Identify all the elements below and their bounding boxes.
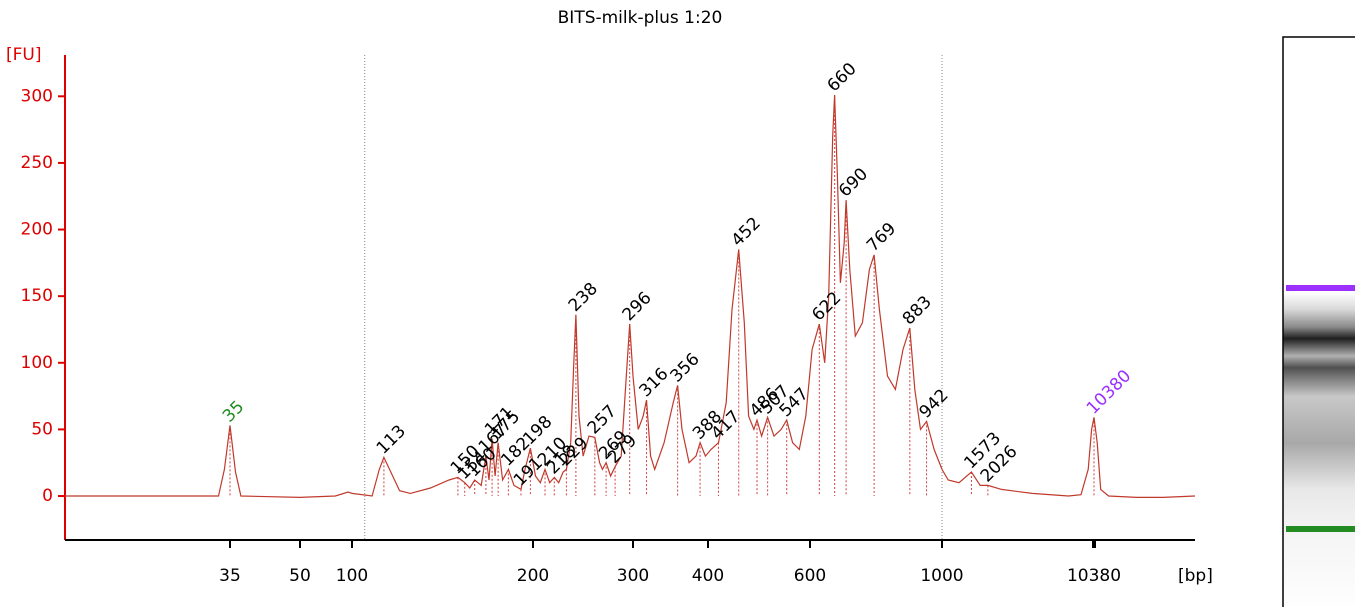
- x-tick-label: 10380: [1067, 566, 1121, 586]
- x-tick-label: 1000: [920, 566, 963, 586]
- y-tick-label: 150: [21, 286, 53, 306]
- peak-label: 296: [619, 288, 656, 325]
- peak-label: 622: [808, 288, 845, 325]
- y-tick-label: 50: [31, 419, 53, 439]
- peak-label: 316: [635, 364, 672, 401]
- gel-lane: [1282, 36, 1355, 611]
- gel-frame: [1282, 36, 1355, 611]
- y-tick-label: 250: [21, 153, 53, 173]
- peak-label: 883: [899, 292, 936, 329]
- peak-label: 113: [373, 421, 410, 458]
- x-tick-label: 50: [289, 566, 311, 586]
- x-tick-label: 100: [336, 566, 368, 586]
- y-tick-label: 300: [21, 86, 53, 106]
- trace-line: [65, 94, 1196, 499]
- peak-label: 10380: [1083, 366, 1135, 418]
- peak-label: 35: [219, 397, 248, 426]
- x-tick-label: 200: [517, 566, 549, 586]
- chart-title: BITS-milk-plus 1:20: [558, 8, 723, 28]
- upper-marker-band: [1286, 285, 1355, 291]
- peak-label: 769: [863, 219, 900, 256]
- lower-marker-band: [1286, 526, 1355, 532]
- peak-label: 690: [835, 164, 872, 201]
- peak-label: 942: [915, 385, 952, 422]
- x-tick-label: 35: [219, 566, 241, 586]
- y-tick-label: 100: [21, 353, 53, 373]
- x-tick-label: 600: [794, 566, 826, 586]
- x-tick-label: 300: [617, 566, 649, 586]
- x-tick-label: 400: [692, 566, 724, 586]
- peak-label: 660: [824, 59, 861, 96]
- y-tick-label: 200: [21, 220, 53, 240]
- peak-label: 356: [667, 349, 704, 386]
- y-axis-label: [FU]: [6, 45, 42, 65]
- y-tick-label: 0: [42, 486, 53, 506]
- peak-label: 238: [565, 279, 602, 316]
- peak-label: 452: [728, 214, 765, 251]
- x-axis-label: [bp]: [1178, 566, 1213, 586]
